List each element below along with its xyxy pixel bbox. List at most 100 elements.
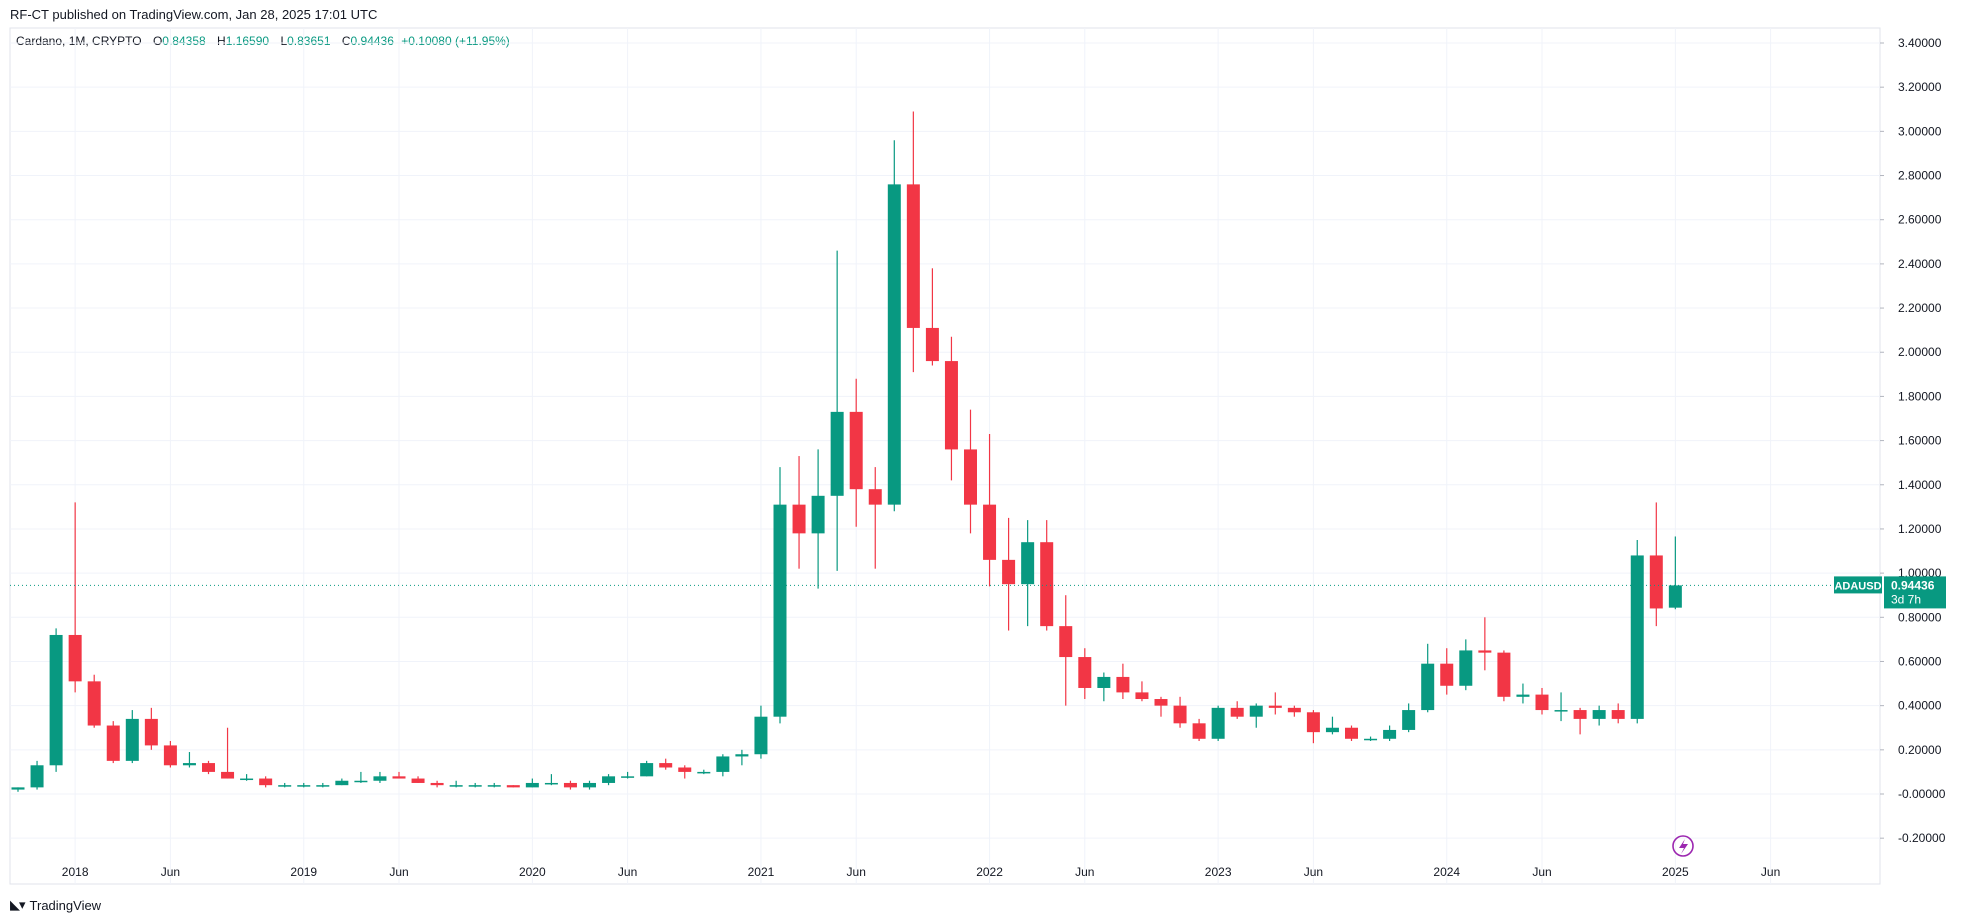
y-tick-label: 1.40000	[1898, 478, 1942, 492]
candle-body	[506, 785, 520, 788]
candle-body	[1154, 699, 1168, 706]
candle	[1173, 696, 1187, 728]
tradingview-footer[interactable]: ◣▾ TradingView	[10, 897, 101, 913]
y-tick-label: 3.20000	[1898, 80, 1942, 94]
x-tick-label: 2021	[748, 865, 775, 879]
x-tick-label: 2019	[290, 865, 317, 879]
candle-body	[1516, 694, 1530, 697]
candle	[335, 778, 349, 786]
candle	[544, 774, 558, 786]
candle-body	[1535, 694, 1549, 711]
candle-body	[1649, 555, 1663, 609]
y-tick-label: 2.80000	[1898, 169, 1942, 183]
candle-body	[240, 778, 254, 781]
candle	[849, 378, 863, 527]
candle	[1345, 725, 1358, 741]
candle-body	[697, 771, 711, 774]
candle	[563, 780, 577, 790]
candle-body	[640, 763, 654, 777]
price-axis: 3.40000 3.20000 3.00000 2.80000 2.60000 2.400…	[1880, 36, 1946, 845]
candle	[868, 467, 882, 569]
candle-body	[754, 716, 768, 755]
candle	[735, 749, 749, 766]
candle-body	[1173, 705, 1187, 724]
candle-body	[202, 763, 215, 772]
candle	[1325, 716, 1339, 735]
y-tick-label: 0.80000	[1898, 610, 1942, 624]
candle	[811, 449, 825, 589]
candle-body	[1364, 738, 1378, 741]
candle	[1440, 648, 1454, 695]
candle-body	[1402, 710, 1416, 730]
legend-low-label: L	[280, 34, 288, 48]
candle-body	[1249, 705, 1263, 717]
candle-body	[1668, 585, 1682, 608]
candle	[906, 111, 920, 373]
candle-body	[1268, 705, 1282, 708]
x-tick-label: Jun	[1075, 865, 1094, 879]
candle-body	[259, 778, 273, 786]
candle	[392, 771, 406, 779]
y-tick-label: 1.20000	[1898, 522, 1942, 536]
candle-body	[1478, 650, 1492, 653]
x-tick-label: Jun	[1761, 865, 1780, 879]
candle	[68, 502, 82, 693]
candle	[1383, 725, 1397, 741]
candle-body	[659, 763, 673, 768]
candle	[1459, 639, 1473, 691]
lightning-icon[interactable]	[1672, 835, 1694, 857]
y-tick-label: 3.00000	[1898, 124, 1942, 138]
candle-body	[1211, 707, 1225, 739]
legend-high-value: 1.16590	[225, 34, 270, 48]
candle-body	[487, 785, 501, 787]
candle	[11, 787, 25, 792]
candle	[1611, 703, 1625, 724]
candle	[583, 780, 596, 790]
candle-body	[1325, 727, 1339, 733]
candle-body	[1230, 707, 1244, 717]
candle	[411, 776, 425, 783]
y-tick-label: 0.20000	[1898, 743, 1942, 757]
candle	[240, 774, 254, 781]
x-tick-label: Jun	[389, 865, 408, 879]
candle-body	[773, 504, 787, 717]
legend-close-value: 0.94436	[350, 34, 394, 48]
candle-body	[792, 504, 806, 534]
candle-body	[983, 504, 997, 560]
candle	[716, 754, 730, 777]
y-tick-label: -0.00000	[1898, 787, 1946, 801]
x-tick-label: 2020	[519, 865, 546, 879]
candle	[659, 758, 673, 770]
candle-body	[544, 782, 558, 785]
x-tick-label: Jun	[1304, 865, 1323, 879]
symbol-tag-label: ADAUSD	[1834, 580, 1881, 592]
candle-body	[316, 785, 330, 787]
candle-body	[811, 495, 825, 534]
candle	[1402, 703, 1416, 733]
candle-body	[944, 361, 958, 450]
candle	[144, 707, 158, 750]
candle	[1535, 687, 1549, 715]
candle	[944, 336, 958, 481]
candle	[1249, 703, 1263, 728]
candle-body	[373, 776, 387, 781]
candle	[221, 727, 235, 779]
candle-body	[68, 634, 82, 682]
candle-body	[468, 785, 482, 787]
candle	[1497, 650, 1511, 702]
candle	[1116, 663, 1130, 700]
legend-symbol[interactable]: Cardano, 1M, CRYPTO	[16, 34, 142, 48]
candle	[1154, 696, 1168, 717]
candle	[640, 760, 654, 777]
candle	[1287, 705, 1301, 717]
candle-body	[1116, 676, 1130, 693]
x-tick-label: 2023	[1205, 865, 1232, 879]
candle	[887, 140, 901, 512]
candle-body	[602, 776, 616, 783]
candle	[1573, 707, 1587, 735]
candle-body	[868, 489, 882, 505]
legend-open-label: O	[152, 34, 163, 48]
candle-body	[1497, 652, 1511, 697]
candle	[1421, 643, 1435, 713]
